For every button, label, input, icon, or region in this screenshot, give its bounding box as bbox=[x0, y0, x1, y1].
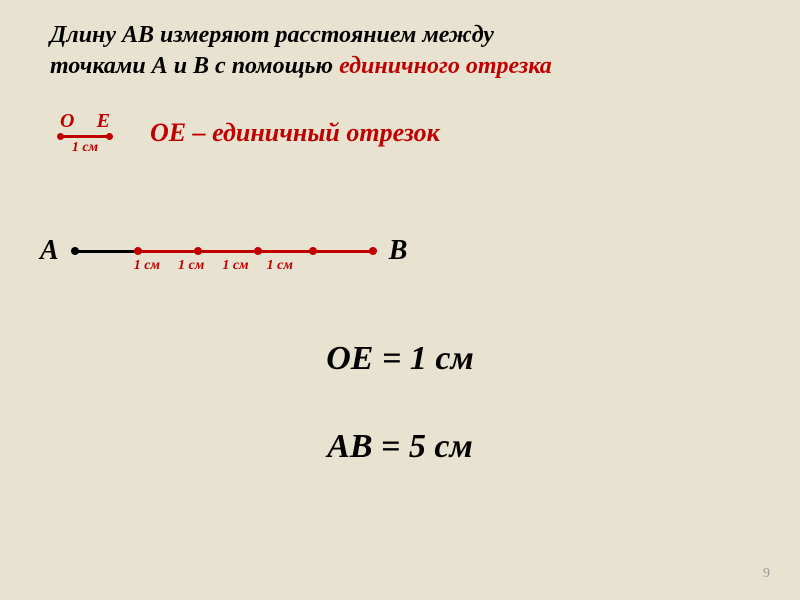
ab-line bbox=[74, 250, 374, 253]
ab-dot-0 bbox=[71, 247, 79, 255]
ab-segment-section: А 1 см 1 см 1 см 1 см В bbox=[40, 235, 407, 267]
ab-dot-5 bbox=[369, 247, 377, 255]
oe-line bbox=[60, 135, 110, 138]
ab-measure-0: 1 см bbox=[134, 258, 160, 274]
title-line2-start: точками А и В с помощью bbox=[50, 53, 339, 79]
ab-measure-3: 1 см bbox=[267, 258, 293, 274]
oe-unit-segment-section: О Е 1 см ОЕ – единичный отрезок bbox=[60, 110, 440, 156]
result-ab: АВ = 5 см bbox=[0, 428, 800, 466]
oe-measure: 1 см bbox=[60, 140, 110, 156]
ab-dot-2 bbox=[194, 247, 202, 255]
ab-label-b: В bbox=[389, 235, 408, 267]
ab-dot-3 bbox=[254, 247, 262, 255]
page-number: 9 bbox=[763, 566, 770, 582]
oe-label-o: О bbox=[60, 110, 74, 133]
oe-description: ОЕ – единичный отрезок bbox=[150, 118, 440, 148]
ab-measure-1: 1 см bbox=[178, 258, 204, 274]
title-line1: Длину АВ измеряют расстоянием между bbox=[50, 22, 494, 48]
ab-line-container: 1 см 1 см 1 см 1 см bbox=[74, 250, 374, 253]
results-section: ОЕ = 1 см АВ = 5 см bbox=[0, 340, 800, 516]
title-line2-red: единичного отрезка bbox=[339, 53, 552, 79]
ab-measure-2: 1 см bbox=[222, 258, 248, 274]
ab-label-a: А bbox=[40, 235, 59, 267]
ab-measures: 1 см 1 см 1 см 1 см bbox=[134, 258, 293, 274]
ab-dot-1 bbox=[134, 247, 142, 255]
oe-labels: О Е bbox=[60, 110, 110, 133]
slide-title: Длину АВ измеряют расстоянием между точк… bbox=[0, 0, 800, 82]
oe-label-e: Е bbox=[97, 110, 110, 133]
result-oe: ОЕ = 1 см bbox=[0, 340, 800, 378]
oe-segment: О Е 1 см bbox=[60, 110, 110, 156]
ab-dot-4 bbox=[309, 247, 317, 255]
